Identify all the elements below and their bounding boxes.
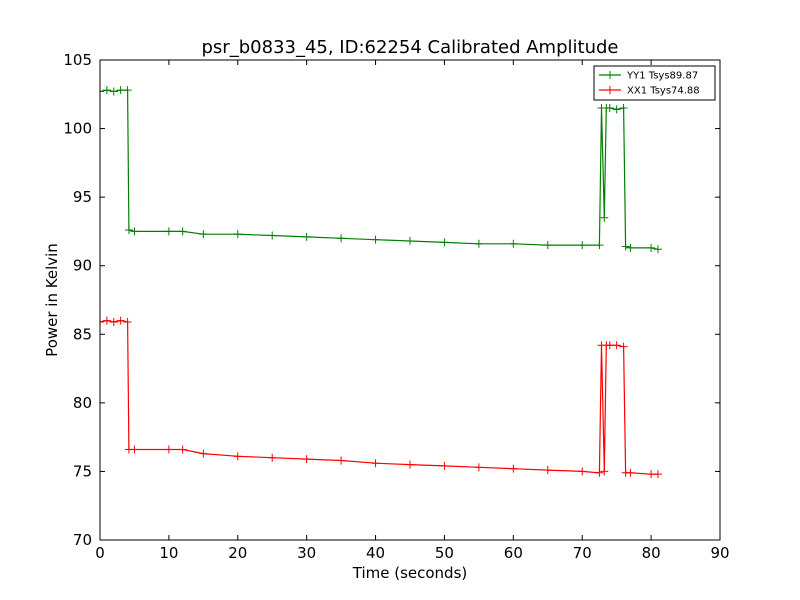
y-tick-label: 70 [73,531,92,549]
x-tick-label: 60 [504,544,523,562]
data-point [595,468,604,477]
x-tick-label: 70 [573,544,592,562]
data-point [619,104,628,112]
data-point [474,239,483,248]
y-tick-label: 90 [73,257,92,275]
data-point [595,241,604,250]
data-point [600,213,609,222]
x-tick-label: 50 [435,544,454,562]
y-tick-label: 95 [73,188,92,206]
data-point [302,455,311,464]
data-point [612,105,621,114]
data-point [302,232,311,241]
data-point [474,463,483,472]
data-point [509,464,518,473]
data-point [199,449,208,458]
x-axis-label: Time (seconds) [352,564,468,582]
data-point [130,445,139,454]
data-point [233,452,242,461]
data-point [605,341,614,350]
data-point [619,342,628,351]
legend-box [593,65,716,101]
data-point [268,231,277,240]
data-point [268,453,277,462]
data-point [612,341,621,350]
data-point [600,467,609,476]
legend-label-2: XX1 Tsys74.88 [627,86,700,97]
data-point [440,461,449,470]
data-point [543,241,552,250]
series-2 [100,316,662,479]
data-point [647,243,656,252]
data-point [123,86,132,95]
series-1 [100,86,662,254]
data-point [654,470,662,479]
data-point [578,241,587,250]
data-point [178,445,187,454]
data-point [199,230,208,239]
data-point [578,467,587,476]
data-point [109,87,118,96]
data-point [123,317,132,326]
data-point [130,227,139,236]
data-point [102,86,111,95]
data-point [371,459,380,468]
x-tick-label: 0 [95,544,105,562]
y-tick-label: 75 [73,462,92,480]
legend: YY1 Tsys89.87 XX1 Tsys74.88 [593,65,716,101]
plot-frame [99,59,721,541]
data-point [100,87,104,96]
x-tick-label: 30 [297,544,316,562]
data-point [621,242,630,251]
data-point [337,234,346,243]
data-point [116,316,125,325]
data-point [440,238,449,247]
data-point [337,456,346,465]
x-tick-label: 10 [159,544,178,562]
x-tick-label: 20 [228,544,247,562]
data-point [406,460,414,469]
legend-label-1: YY1 Tsys89.87 [626,71,698,82]
data-point [100,317,104,326]
data-point [164,445,173,454]
data-point [164,227,173,236]
legend-marker-2 [606,86,614,94]
data-point [543,466,552,475]
x-tick-label: 90 [710,544,729,562]
data-point [109,317,118,326]
plot-area: 0 10 20 30 40 50 60 70 80 90 70 75 80 85 90 95 100 105 YY1… [63,51,729,562]
data-point [605,104,614,112]
data-point [233,230,242,239]
x-tick-label: 80 [642,544,661,562]
data-point [178,227,187,236]
data-point [626,243,635,252]
data-point [124,226,133,235]
chart-title: psr_b0833_45, ID:62254 Calibrated Amplit… [202,37,619,58]
data-point [647,470,656,479]
data-point [371,235,380,244]
data-point [406,237,414,246]
y-tick-label: 80 [73,394,92,412]
data-point [102,316,111,325]
x-tick-label: 40 [366,544,385,562]
data-point [626,468,635,477]
data-point [654,245,662,254]
y-tick-label: 105 [63,51,92,69]
legend-marker-1 [606,71,614,79]
y-tick-label: 85 [73,325,92,343]
data-point [509,239,518,248]
y-axis-label: Power in Kelvin [43,243,61,357]
y-tick-label: 100 [63,120,92,138]
data-point [116,86,125,95]
